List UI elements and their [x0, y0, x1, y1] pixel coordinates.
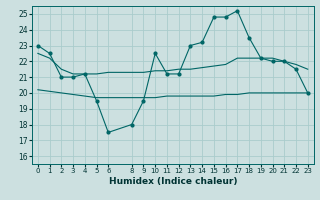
X-axis label: Humidex (Indice chaleur): Humidex (Indice chaleur) [108, 177, 237, 186]
